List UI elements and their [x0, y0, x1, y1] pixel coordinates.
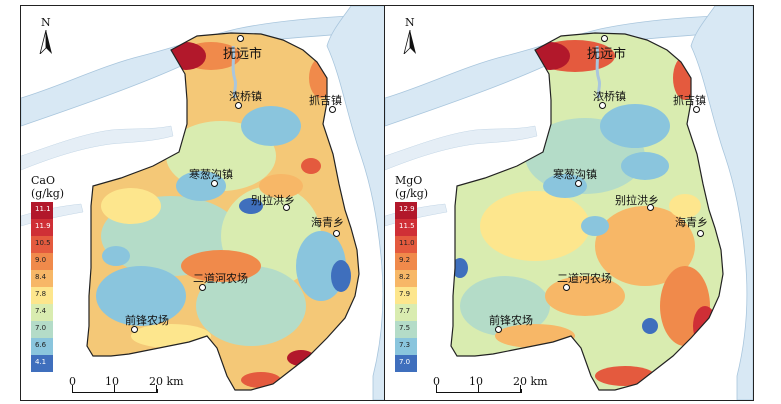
town-marker [283, 204, 290, 211]
town-marker [693, 106, 700, 113]
town-label-bielahong: 别拉洪乡 [251, 194, 295, 207]
legend-item: 12.9 [395, 202, 417, 219]
town-label-zhuaji: 抓吉镇 [673, 94, 706, 107]
legend-item: 8.2 [395, 270, 417, 287]
town-marker [599, 102, 606, 109]
legend-item: 7.5 [395, 321, 417, 338]
town-marker [333, 230, 340, 237]
town-marker [235, 102, 242, 109]
legend-title: CaO (g/kg) [31, 174, 65, 200]
legend-item: 7.9 [395, 287, 417, 304]
county-boundary [86, 32, 360, 391]
town-marker [563, 284, 570, 291]
legend-item: 10.5 [31, 236, 53, 253]
north-arrow: N [35, 16, 59, 56]
town-label-fuyuan: 抚远市 [587, 47, 627, 62]
city-marker [237, 35, 244, 42]
mgo-map-panel: N 抚远市 浓桥镇 抓吉镇 寒葱沟镇 别拉洪乡 海青乡 二道河农场 前锋农场 M… [384, 5, 754, 401]
town-label-erdaohe: 二道河农场 [193, 272, 248, 285]
legend: 12.9 11.5 11.0 9.2 8.2 7.9 7.7 7.5 7.3 7… [395, 202, 417, 372]
cao-map-canvas [21, 6, 389, 400]
legend-item: 7.4 [31, 304, 53, 321]
legend-item: 9.2 [395, 253, 417, 270]
legend-item: 4.1 [31, 355, 53, 372]
scale-bar: 0 10 20 km [69, 375, 189, 395]
cao-map-panel: N 抚远市 浓桥镇 抓吉镇 寒葱沟镇 别拉洪乡 海青乡 二道河农场 前锋农场 C… [20, 5, 390, 401]
legend-item: 7.0 [31, 321, 53, 338]
town-marker [575, 180, 582, 187]
town-label-hancong: 寒葱沟镇 [189, 168, 233, 181]
town-label-nongqiao: 浓桥镇 [593, 90, 626, 103]
legend-item: 8.4 [31, 270, 53, 287]
mgo-map-canvas [385, 6, 753, 400]
town-marker [697, 230, 704, 237]
town-label-fuyuan: 抚远市 [223, 47, 263, 62]
legend-item: 9.0 [31, 253, 53, 270]
legend-item: 6.6 [31, 338, 53, 355]
town-marker [211, 180, 218, 187]
town-label-qianfeng: 前锋农场 [489, 314, 533, 327]
river-branch [595, 45, 602, 99]
county-boundary [450, 32, 724, 391]
north-arrow: N [399, 16, 423, 56]
town-label-zhuaji: 抓吉镇 [309, 94, 342, 107]
north-arrow-icon [39, 30, 52, 54]
river-branch [231, 45, 238, 99]
town-label-bielahong: 别拉洪乡 [615, 194, 659, 207]
town-label-erdaohe: 二道河农场 [557, 272, 612, 285]
legend-item: 7.7 [395, 304, 417, 321]
legend-item: 11.1 [31, 202, 53, 219]
scale-bar: 0 10 20 km [433, 375, 553, 395]
north-arrow-icon [403, 30, 416, 54]
town-marker [495, 326, 502, 333]
town-marker [329, 106, 336, 113]
town-label-haiqing: 海青乡 [675, 216, 708, 229]
town-marker [199, 284, 206, 291]
city-marker [601, 35, 608, 42]
town-label-qianfeng: 前锋农场 [125, 314, 169, 327]
legend: 11.1 11.9 10.5 9.0 8.4 7.8 7.4 7.0 6.6 4… [31, 202, 53, 372]
legend-item: 7.3 [395, 338, 417, 355]
legend-item: 7.0 [395, 355, 417, 372]
town-label-haiqing: 海青乡 [311, 216, 344, 229]
legend-item: 11.0 [395, 236, 417, 253]
legend-item: 11.9 [31, 219, 53, 236]
town-marker [647, 204, 654, 211]
legend-item: 11.5 [395, 219, 417, 236]
legend-title: MgO (g/kg) [395, 174, 429, 200]
town-label-nongqiao: 浓桥镇 [229, 90, 262, 103]
town-label-hancong: 寒葱沟镇 [553, 168, 597, 181]
town-marker [131, 326, 138, 333]
legend-item: 7.8 [31, 287, 53, 304]
